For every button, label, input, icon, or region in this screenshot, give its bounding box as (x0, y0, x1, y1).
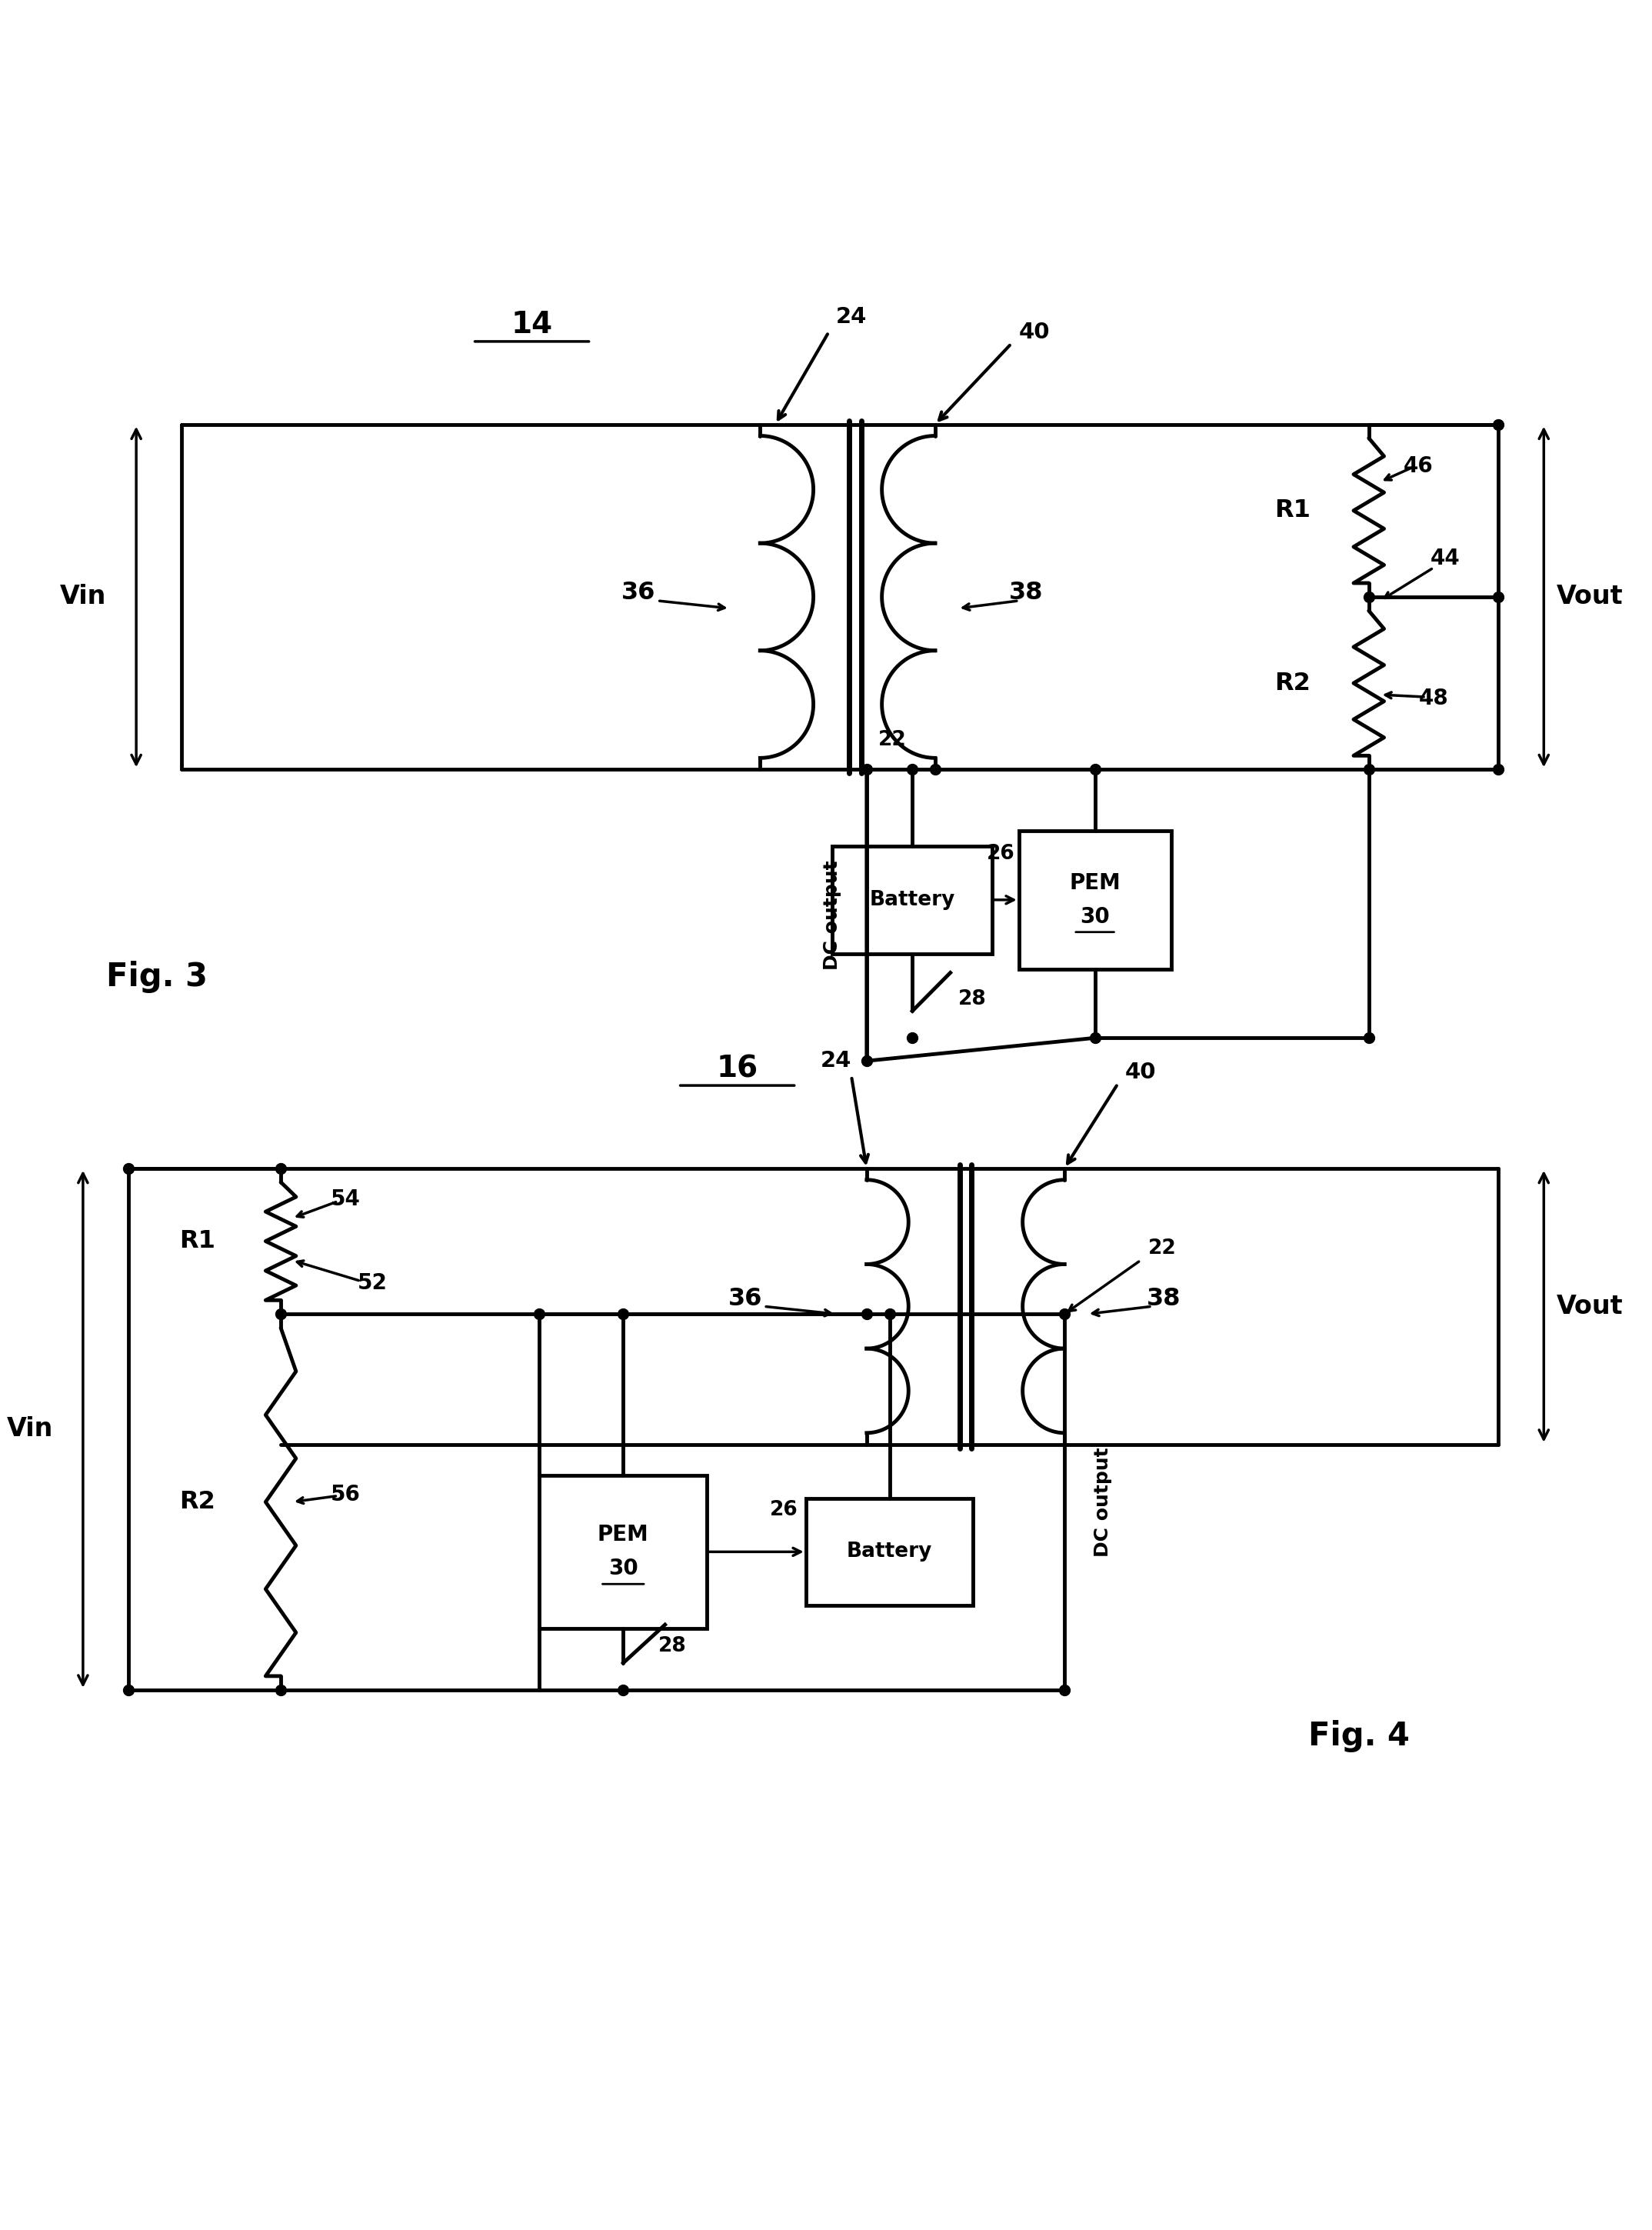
Text: 38: 38 (1009, 582, 1044, 604)
Text: 14: 14 (510, 310, 553, 339)
Text: Vin: Vin (7, 1416, 53, 1443)
FancyBboxPatch shape (1019, 832, 1171, 968)
Text: 56: 56 (330, 1483, 360, 1505)
Text: DC output: DC output (1094, 1447, 1112, 1557)
Text: Battery: Battery (846, 1541, 932, 1561)
Text: 40: 40 (1019, 321, 1049, 343)
Text: 24: 24 (836, 306, 867, 328)
Text: Vout: Vout (1556, 1293, 1622, 1320)
Text: 22: 22 (879, 729, 907, 749)
Text: 30: 30 (608, 1559, 638, 1579)
Text: R1: R1 (1275, 500, 1310, 522)
Text: 28: 28 (659, 1637, 687, 1657)
Text: 46: 46 (1403, 455, 1434, 477)
FancyBboxPatch shape (540, 1474, 707, 1628)
Text: PEM: PEM (1069, 872, 1120, 894)
FancyBboxPatch shape (806, 1499, 973, 1606)
Text: R1: R1 (178, 1229, 215, 1253)
Text: 38: 38 (1146, 1287, 1181, 1311)
Text: Vin: Vin (59, 584, 106, 609)
Text: DC output: DC output (823, 861, 841, 970)
Text: 48: 48 (1419, 687, 1449, 709)
Text: 36: 36 (621, 582, 656, 604)
Text: Fig. 3: Fig. 3 (106, 961, 206, 992)
Text: 44: 44 (1431, 549, 1460, 569)
Text: Vout: Vout (1556, 584, 1622, 609)
Text: 26: 26 (986, 843, 1014, 863)
Text: Battery: Battery (869, 890, 955, 910)
Text: 22: 22 (1148, 1240, 1176, 1260)
Text: 30: 30 (1080, 905, 1110, 928)
Text: Fig. 4: Fig. 4 (1308, 1719, 1409, 1753)
Text: 16: 16 (717, 1055, 758, 1084)
Text: 36: 36 (729, 1287, 762, 1311)
Text: 24: 24 (821, 1050, 852, 1073)
Text: 26: 26 (770, 1499, 798, 1519)
Text: 52: 52 (357, 1273, 387, 1293)
Text: 40: 40 (1125, 1061, 1156, 1084)
Text: PEM: PEM (598, 1523, 649, 1545)
Text: 54: 54 (330, 1189, 360, 1209)
Text: R2: R2 (1275, 671, 1310, 696)
Text: R2: R2 (178, 1490, 215, 1514)
Text: 28: 28 (958, 990, 986, 1010)
FancyBboxPatch shape (833, 845, 993, 954)
